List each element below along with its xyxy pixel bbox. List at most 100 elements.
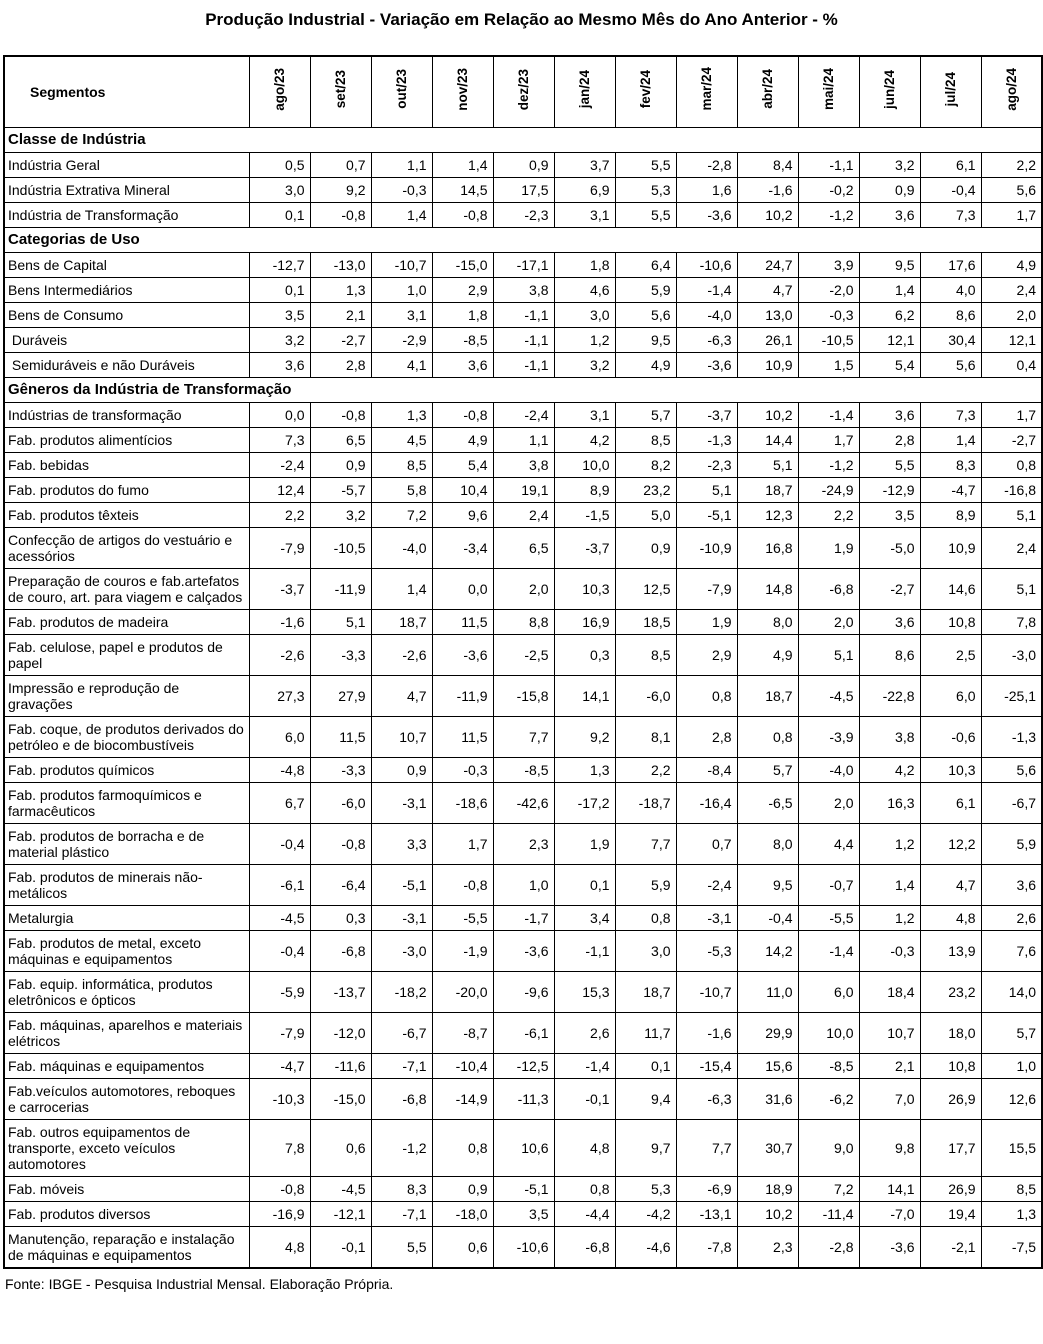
value-cell: 12,4 (248, 476, 311, 503)
value-cell: 18,4 (858, 970, 921, 1013)
value-cell: -3,6 (675, 351, 738, 378)
value-cell: -5,3 (675, 929, 738, 972)
table-row: Fab. produtos químicos -4,8 -3,3 0,9 -0,3 -8,… (3, 756, 1043, 783)
value-cell: 5,8 (370, 476, 433, 503)
column-header-abr-24: abr/24 (736, 55, 799, 128)
value-cell: -6,0 (309, 781, 372, 824)
value-cell: 0,6 (309, 1118, 372, 1177)
value-cell: -8,5 (797, 1052, 860, 1079)
table-row: Fab. produtos diversos -16,9 -12,1 -7,1 -18,… (3, 1200, 1043, 1227)
value-cell: -1,9 (431, 929, 494, 972)
value-cell: -0,7 (797, 863, 860, 906)
month-label: mar/24 (698, 67, 714, 112)
value-cell: 0,3 (553, 633, 616, 676)
row-label: Fab. coque, de produtos derivados do pet… (3, 715, 250, 758)
value-cell: 2,0 (797, 781, 860, 824)
value-cell: -9,6 (492, 970, 555, 1013)
value-cell: 1,1 (492, 426, 555, 453)
value-cell: 9,0 (797, 1118, 860, 1177)
table-row: Fab. produtos têxteis 2,2 3,2 7,2 9,6 2,4 -1,5… (3, 501, 1043, 528)
value-cell: -12,1 (309, 1200, 372, 1227)
value-cell: 10,2 (736, 201, 799, 228)
value-cell: -15,4 (675, 1052, 738, 1079)
value-cell: 1,9 (797, 526, 860, 569)
row-label: Fab. produtos do fumo (3, 476, 250, 503)
value-cell: 3,4 (553, 904, 616, 931)
value-cell: 12,2 (919, 822, 982, 865)
value-cell: -6,1 (248, 863, 311, 906)
value-cell: 1,3 (553, 756, 616, 783)
table-row: Fab. produtos alimentícios 7,3 6,5 4,5 4,9 1,… (3, 426, 1043, 453)
value-cell: -13,7 (309, 970, 372, 1013)
table-row: Fab. produtos do fumo 12,4 -5,7 5,8 10,4 19,1… (3, 476, 1043, 503)
column-header-dez-23: dez/23 (492, 55, 555, 128)
value-cell: 2,0 (980, 301, 1043, 328)
value-cell: 5,1 (736, 451, 799, 478)
section-header-row: Classe de Indústria (3, 126, 1043, 153)
value-cell: 0,1 (553, 863, 616, 906)
value-cell: 9,4 (614, 1077, 677, 1120)
value-cell: -10,3 (248, 1077, 311, 1120)
value-cell: 5,4 (858, 351, 921, 378)
value-cell: 14,1 (553, 674, 616, 717)
value-cell: -1,7 (492, 904, 555, 931)
value-cell: -0,6 (919, 715, 982, 758)
value-cell: 13,9 (919, 929, 982, 972)
value-cell: 14,0 (980, 970, 1043, 1013)
value-cell: 2,2 (248, 501, 311, 528)
value-cell: 3,8 (492, 276, 555, 303)
row-label: Fab. produtos de metal, exceto máquinas … (3, 929, 250, 972)
table-row: Fab. produtos farmoquímicos e farmacêuti… (3, 781, 1043, 824)
value-cell: -3,7 (553, 526, 616, 569)
table-row: Duráveis 3,2 -2,7 -2,9 -8,5 -1,1 1,2 9,5 -6,3 26,… (3, 326, 1043, 353)
segments-column-header: Segmentos (3, 55, 250, 128)
value-cell: 0,8 (675, 674, 738, 717)
value-cell: 8,3 (919, 451, 982, 478)
value-cell: 3,1 (370, 301, 433, 328)
row-label: Fab. máquinas, aparelhos e materiais elé… (3, 1011, 250, 1054)
month-label: ago/23 (271, 67, 287, 111)
value-cell: -1,6 (736, 176, 799, 203)
value-cell: -3,6 (431, 633, 494, 676)
value-cell: 10,2 (736, 401, 799, 428)
value-cell: -8,4 (675, 756, 738, 783)
value-cell: -0,3 (797, 301, 860, 328)
value-cell: 0,7 (675, 822, 738, 865)
value-cell: 18,0 (919, 1011, 982, 1054)
value-cell: 18,9 (736, 1175, 799, 1202)
value-cell: -5,1 (492, 1175, 555, 1202)
value-cell: -15,0 (431, 251, 494, 278)
value-cell: 2,9 (675, 633, 738, 676)
value-cell: 1,3 (309, 276, 372, 303)
month-label: fev/24 (637, 70, 653, 109)
row-label: Fab. máquinas e equipamentos (3, 1052, 250, 1079)
value-cell: 5,9 (614, 863, 677, 906)
table-body: Classe de Indústria Indústria Geral 0,5 0,7… (3, 126, 1043, 1268)
row-label: Indústria Geral (3, 151, 250, 178)
section-title: Classe de Indústria (3, 126, 1043, 153)
table-row: Fab. máquinas e equipamentos -4,7 -11,6 -7,… (3, 1052, 1043, 1079)
table-row: Fab. bebidas -2,4 0,9 8,5 5,4 3,8 10,0 8,2 -2,3 5… (3, 451, 1043, 478)
table-row: Impressão e reprodução de gravações 27,3 2… (3, 674, 1043, 717)
value-cell: 6,7 (248, 781, 311, 824)
value-cell: 7,2 (370, 501, 433, 528)
column-header-jul-24: jul/24 (919, 55, 982, 128)
table-row: Indústria de Transformação 0,1 -0,8 1,4 -0,8… (3, 201, 1043, 228)
section-title: Categorias de Uso (3, 226, 1043, 253)
value-cell: -10,4 (431, 1052, 494, 1079)
value-cell: -3,1 (675, 904, 738, 931)
value-cell: 10,7 (370, 715, 433, 758)
value-cell: -1,1 (492, 326, 555, 353)
value-cell: -7,5 (980, 1225, 1043, 1268)
value-cell: -42,6 (492, 781, 555, 824)
value-cell: -1,1 (492, 301, 555, 328)
value-cell: 7,7 (614, 822, 677, 865)
value-cell: -2,0 (797, 276, 860, 303)
value-cell: -1,1 (492, 351, 555, 378)
value-cell: -4,6 (614, 1225, 677, 1268)
row-label: Fab. móveis (3, 1175, 250, 1202)
value-cell: 3,2 (248, 326, 311, 353)
value-cell: -5,9 (248, 970, 311, 1013)
value-cell: 9,5 (858, 251, 921, 278)
value-cell: 3,0 (553, 301, 616, 328)
